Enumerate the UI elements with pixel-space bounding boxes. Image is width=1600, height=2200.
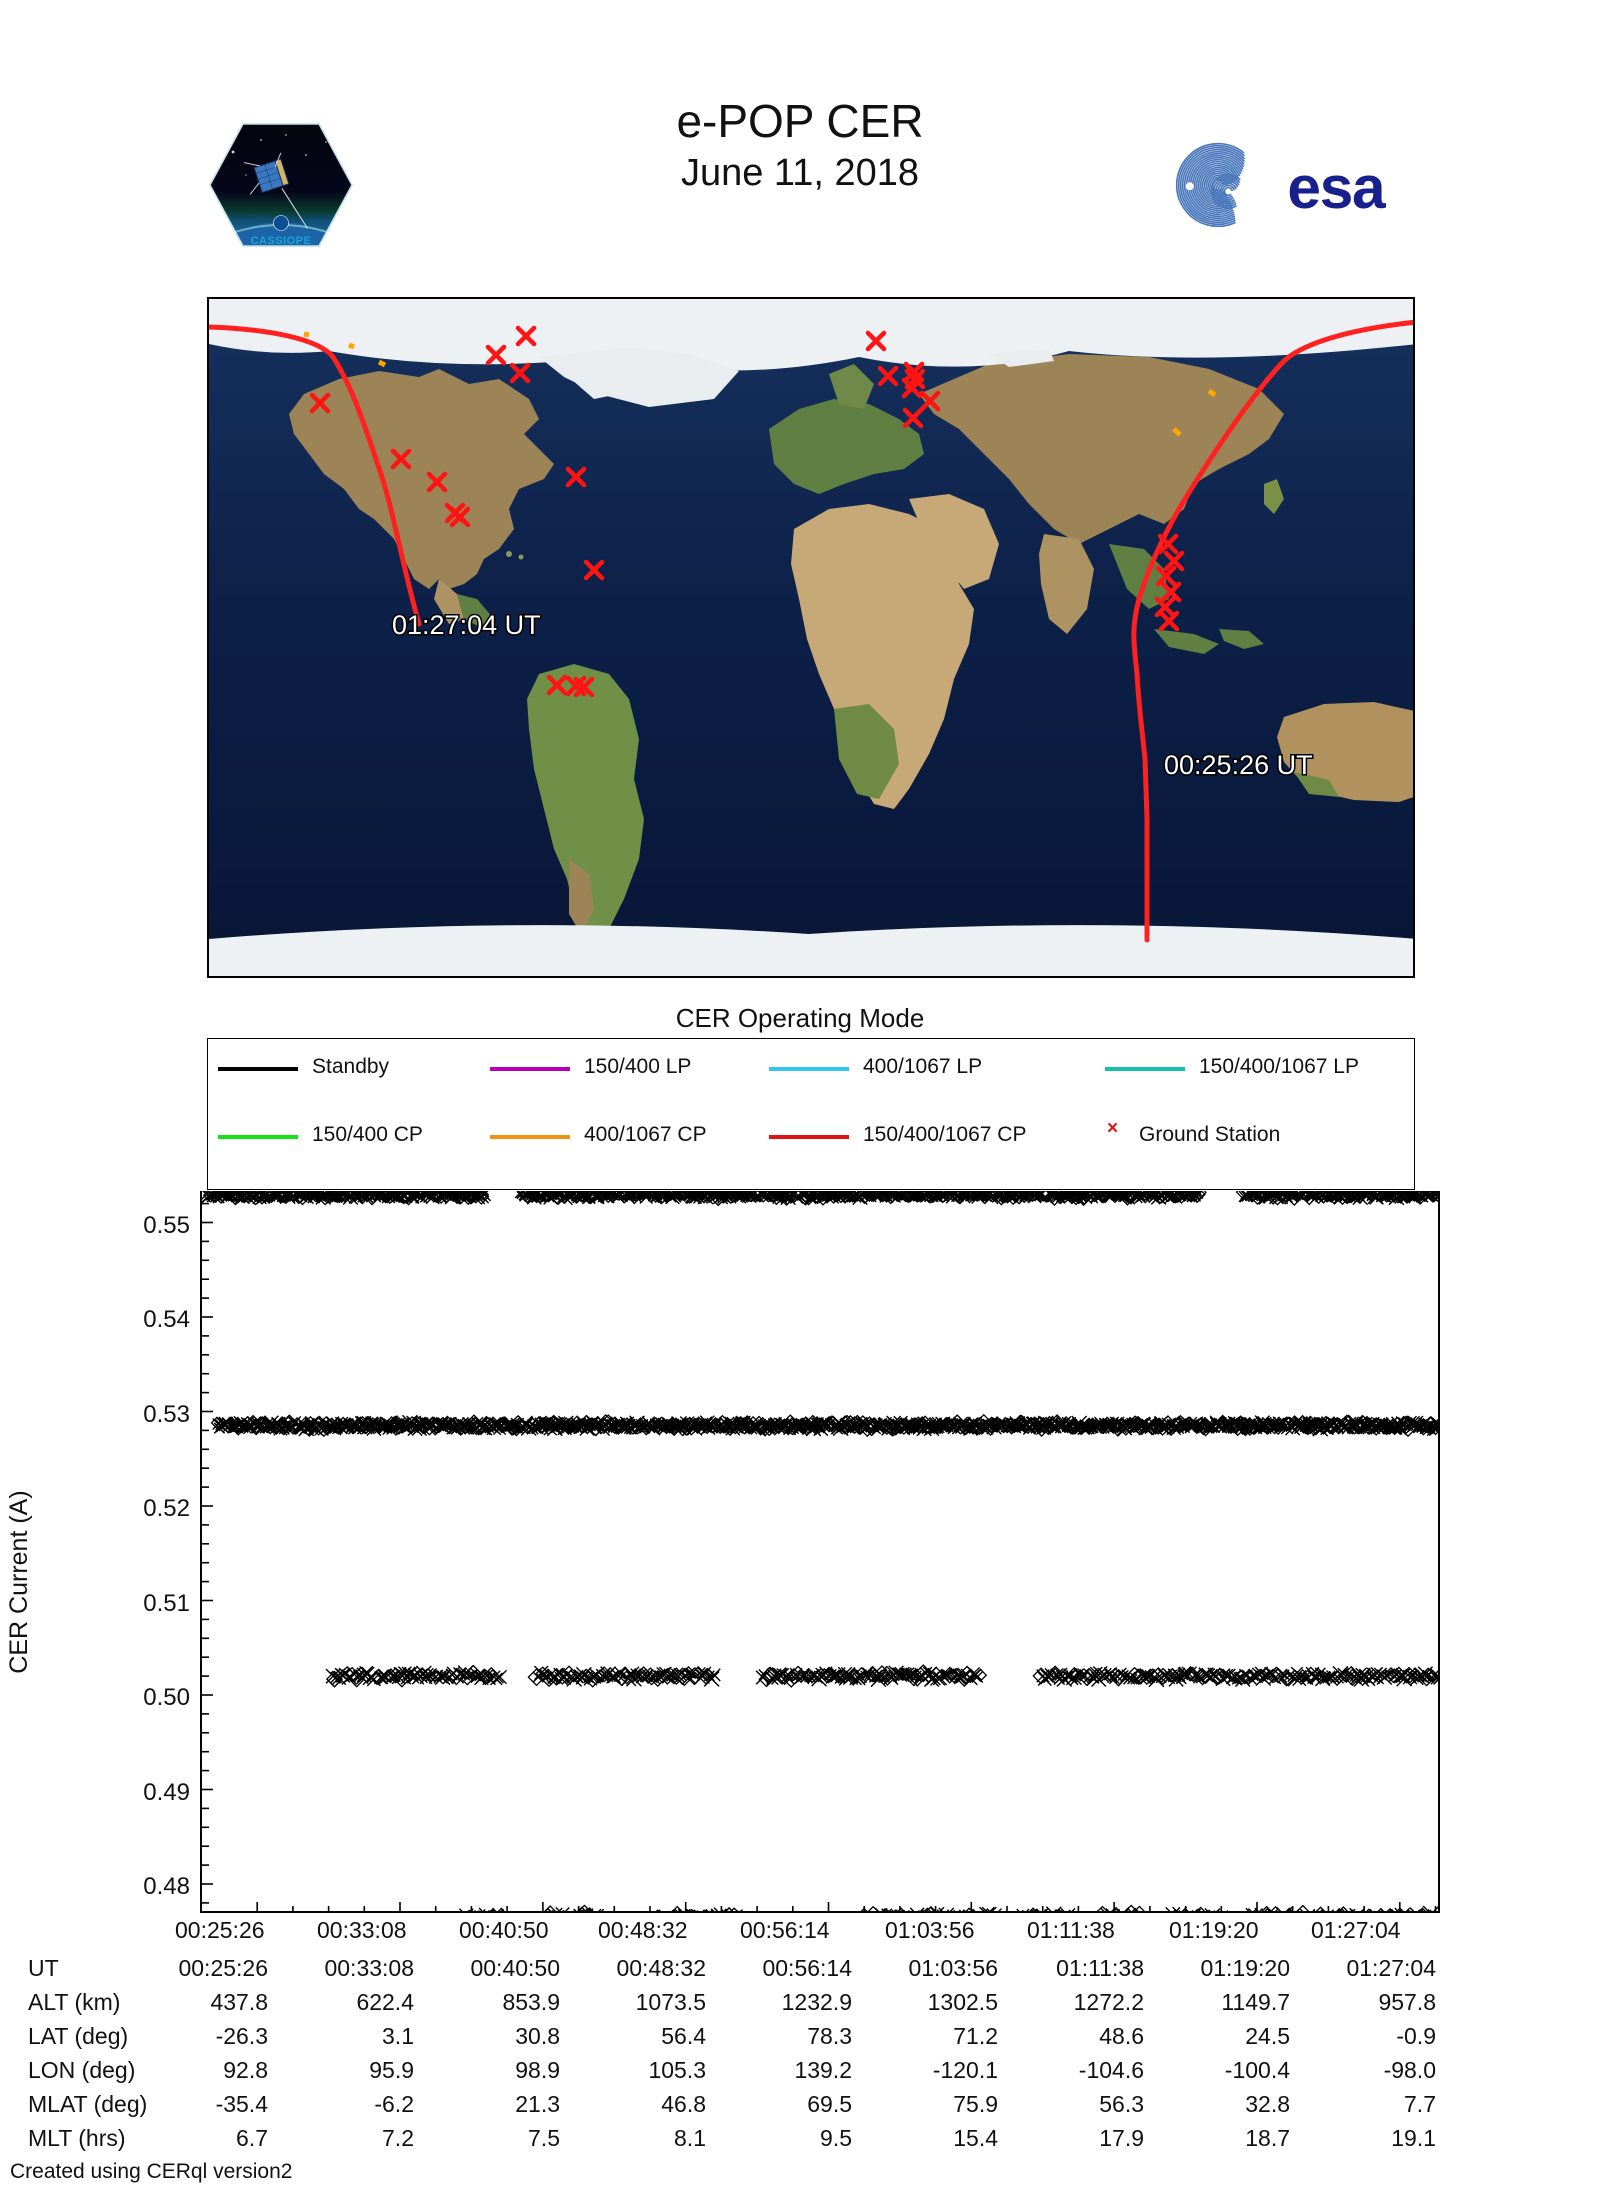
- svg-text:esa: esa: [1287, 153, 1386, 221]
- svg-text:01:27:04 UT: 01:27:04 UT: [392, 610, 541, 640]
- svg-text:CASSIOPE: CASSIOPE: [251, 235, 312, 247]
- svg-text:00:25:26 UT: 00:25:26 UT: [1164, 750, 1313, 780]
